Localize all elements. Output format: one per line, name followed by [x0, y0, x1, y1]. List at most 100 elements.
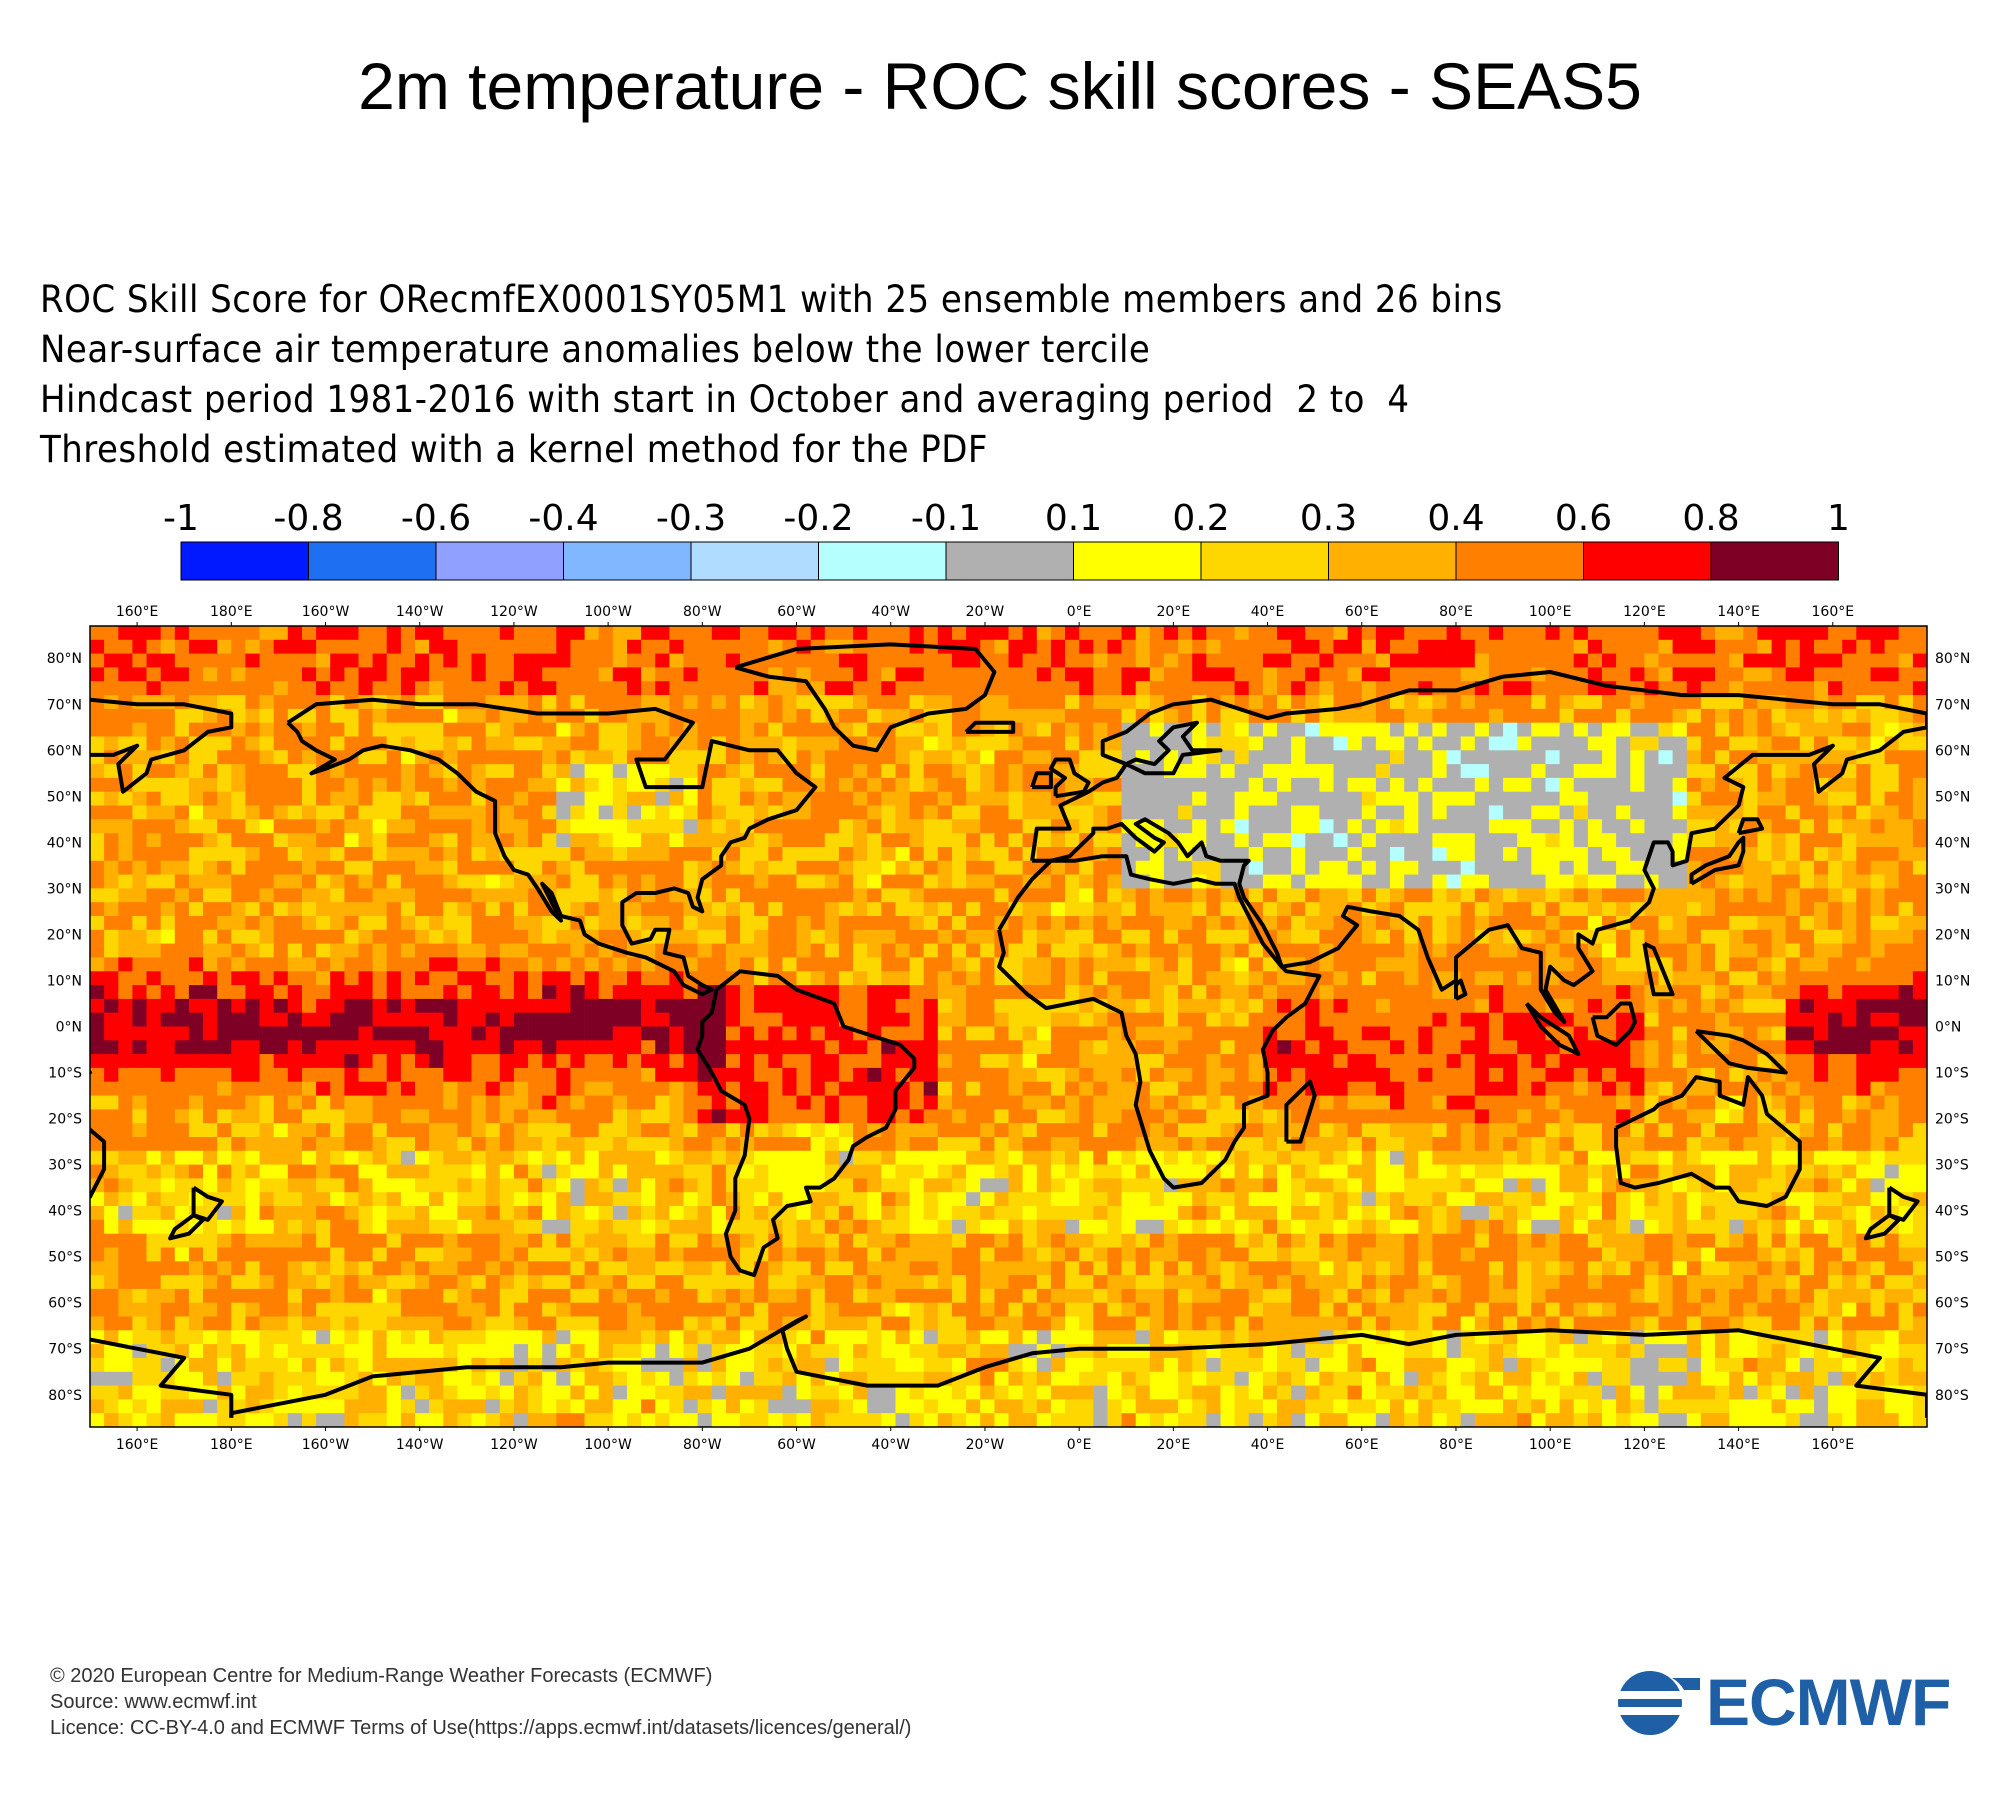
- description-line-4: Threshold estimated with a kernel method…: [40, 428, 988, 471]
- legend-swatch: [1073, 541, 1202, 581]
- lon-tick-label: 160°E: [1812, 604, 1855, 620]
- lon-tick-label: 160°E: [116, 1437, 159, 1453]
- description-line-2: Near-surface air temperature anomalies b…: [40, 328, 1151, 371]
- legend-swatch: [435, 541, 564, 581]
- coastline: [997, 854, 1322, 1190]
- lon-tick-label: 40°E: [1251, 1437, 1285, 1453]
- lon-tick-label: 160°E: [1812, 1437, 1855, 1453]
- skill-cells: [90, 626, 1928, 1428]
- lat-tick-label: 80°N: [1935, 651, 1970, 667]
- chart-title: 2m temperature - ROC skill scores - SEAS…: [358, 49, 1642, 123]
- description-line-1: ROC Skill Score for ORecmfEX0001SY05M1 w…: [40, 278, 1503, 321]
- coastline: [1524, 1002, 1581, 1057]
- lon-tick-label: 120°E: [1623, 1437, 1666, 1453]
- lon-tick-label: 40°W: [871, 604, 910, 620]
- lon-tick-label: 80°E: [1439, 1437, 1473, 1453]
- legend-label: -0.3: [656, 498, 726, 539]
- lat-tick-label: 50°N: [47, 789, 82, 805]
- ecmwf-logo-icon: [1614, 1671, 1700, 1735]
- coastline: [1125, 720, 1223, 776]
- lat-tick-label: 60°N: [1935, 743, 1970, 759]
- lon-tick-label: 60°E: [1345, 1437, 1379, 1453]
- copyright-text: © 2020 European Centre for Medium-Range …: [50, 1665, 713, 1687]
- lat-tick-label: 70°N: [47, 697, 82, 713]
- legend-label: -0.8: [273, 498, 343, 539]
- lon-tick-label: 20°E: [1157, 1437, 1191, 1453]
- lat-tick-label: 40°N: [1935, 835, 1970, 851]
- lon-tick-label: 80°W: [683, 604, 722, 620]
- lon-tick-label: 40°E: [1251, 604, 1285, 620]
- legend-swatch: [180, 541, 309, 581]
- coastline: [229, 1314, 1927, 1418]
- color-legend: -1 -0.8 -0.6 -0.4 -0.3 -0.2 -0.1 0.1 0.2 0.3 0.4 0.…: [163, 498, 1850, 581]
- lat-tick-label: 10°N: [1935, 973, 1970, 989]
- ecmwf-logo-text: ECMWF: [1706, 1665, 1951, 1739]
- map-frame: [89, 625, 1928, 1428]
- coastline: [1030, 771, 1053, 790]
- lon-tick-label: 160°W: [302, 604, 350, 620]
- coastline: [1689, 835, 1746, 886]
- coastline: [90, 1127, 107, 1200]
- coastline: [1030, 670, 1927, 1024]
- coastline: [1863, 1213, 1901, 1241]
- lat-tick-label: 0°N: [1935, 1020, 1961, 1036]
- legend-label: 0.6: [1555, 498, 1612, 539]
- lon-tick-label: 180°E: [210, 604, 253, 620]
- source-text: Source: www.ecmwf.int: [50, 1691, 257, 1713]
- lat-tick-label: 80°N: [47, 651, 82, 667]
- lon-tick-label: 80°E: [1439, 604, 1473, 620]
- coastline: [191, 1185, 224, 1222]
- lon-tick-label: 20°W: [966, 1437, 1005, 1453]
- lon-tick-label: 140°W: [396, 604, 444, 620]
- lat-tick-label: 50°S: [48, 1250, 82, 1266]
- coastline: [168, 1213, 205, 1241]
- coastline: [964, 720, 1016, 734]
- legend-label: -0.2: [783, 498, 853, 539]
- lon-tick-label: 100°E: [1529, 1437, 1572, 1453]
- lon-tick-label: 20°W: [966, 604, 1005, 620]
- lon-tick-label: 100°E: [1529, 604, 1572, 620]
- description-line-3: Hindcast period 1981-2016 with start in …: [40, 378, 1410, 421]
- coastline: [1048, 757, 1091, 799]
- legend-label: 1: [1827, 498, 1850, 539]
- lat-tick-label: 80°S: [48, 1388, 82, 1404]
- lat-tick-label: 70°S: [1935, 1342, 1969, 1358]
- licence-text: Licence: CC-BY-4.0 and ECMWF Terms of Us…: [50, 1717, 912, 1739]
- legend-swatch: [1583, 541, 1712, 581]
- lon-tick-label: 160°E: [116, 604, 159, 620]
- legend-swatch: [1455, 541, 1584, 581]
- legend-swatch: [945, 541, 1074, 581]
- lat-tick-label: 30°S: [48, 1158, 82, 1174]
- legend-label: 0.3: [1300, 498, 1357, 539]
- lat-tick-label: 10°N: [47, 973, 82, 989]
- lat-tick-label: 70°N: [1935, 697, 1970, 713]
- coastline: [695, 969, 917, 1278]
- lat-tick-label: 20°S: [1935, 1112, 1969, 1128]
- lon-tick-label: 60°E: [1345, 604, 1379, 620]
- lat-tick-label: 30°N: [47, 881, 82, 897]
- coastline: [734, 642, 997, 753]
- lon-tick-label: 120°E: [1623, 604, 1666, 620]
- legend-label: 0.2: [1172, 498, 1229, 539]
- coastline: [1887, 1185, 1920, 1222]
- lon-tick-label: 40°W: [871, 1437, 910, 1453]
- coastlines: [90, 642, 2000, 1418]
- legend-label: -1: [163, 498, 199, 539]
- legend-swatch: [1328, 541, 1457, 581]
- coastline: [1694, 1029, 1788, 1075]
- legend-swatch: [1710, 541, 1839, 581]
- lon-tick-label: 100°W: [584, 1437, 632, 1453]
- legend-label: -0.6: [401, 498, 471, 539]
- lon-tick-label: 120°W: [490, 1437, 538, 1453]
- legend-label: 0.1: [1045, 498, 1102, 539]
- lon-tick-label: 100°W: [584, 604, 632, 620]
- coastline: [1642, 941, 1675, 997]
- lat-tick-label: 50°N: [1935, 789, 1970, 805]
- legend-label: 0.8: [1682, 498, 1739, 539]
- lat-tick-label: 60°N: [47, 743, 82, 759]
- lat-tick-label: 20°N: [1935, 927, 1970, 943]
- coastline: [1984, 700, 2000, 995]
- lon-tick-label: 140°E: [1717, 1437, 1760, 1453]
- lat-tick-label: 70°S: [48, 1342, 82, 1358]
- footer: © 2020 European Centre for Medium-Range …: [50, 1663, 911, 1741]
